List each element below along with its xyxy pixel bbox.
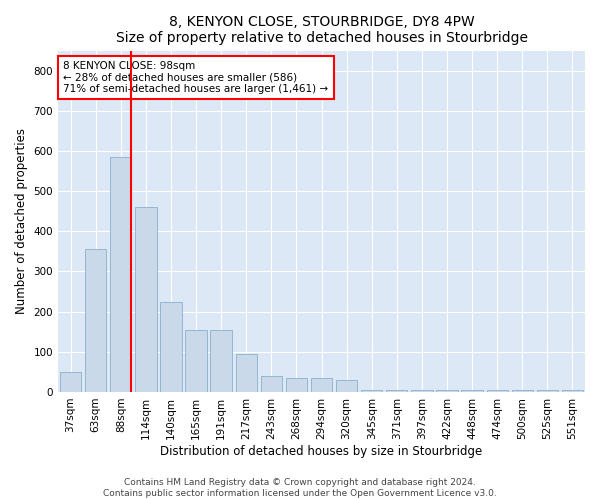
X-axis label: Distribution of detached houses by size in Stourbridge: Distribution of detached houses by size … — [160, 444, 482, 458]
Bar — [311, 378, 332, 392]
Bar — [60, 372, 81, 392]
Bar — [361, 390, 382, 392]
Bar — [135, 207, 157, 392]
Bar — [85, 250, 106, 392]
Bar — [185, 330, 207, 392]
Bar — [436, 390, 458, 392]
Bar — [286, 378, 307, 392]
Bar — [461, 390, 483, 392]
Bar — [512, 390, 533, 392]
Bar — [411, 390, 433, 392]
Bar — [236, 354, 257, 392]
Bar — [536, 390, 558, 392]
Bar — [110, 157, 131, 392]
Bar — [160, 302, 182, 392]
Bar — [336, 380, 357, 392]
Bar — [386, 390, 407, 392]
Title: 8, KENYON CLOSE, STOURBRIDGE, DY8 4PW
Size of property relative to detached hous: 8, KENYON CLOSE, STOURBRIDGE, DY8 4PW Si… — [116, 15, 527, 45]
Text: 8 KENYON CLOSE: 98sqm
← 28% of detached houses are smaller (586)
71% of semi-det: 8 KENYON CLOSE: 98sqm ← 28% of detached … — [64, 61, 328, 94]
Bar — [487, 390, 508, 392]
Y-axis label: Number of detached properties: Number of detached properties — [15, 128, 28, 314]
Bar — [211, 330, 232, 392]
Text: Contains HM Land Registry data © Crown copyright and database right 2024.
Contai: Contains HM Land Registry data © Crown c… — [103, 478, 497, 498]
Bar — [260, 376, 282, 392]
Bar — [562, 390, 583, 392]
